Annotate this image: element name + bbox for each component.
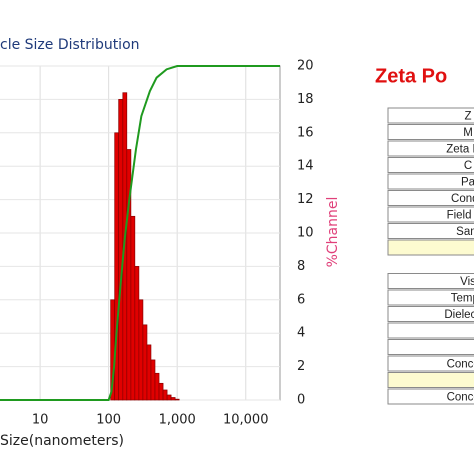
table-row [387,140,474,157]
bar [146,344,152,401]
table-row [387,107,474,124]
y2-tick-label: 6 [297,292,305,307]
table-row [387,206,474,223]
cumulative-line [0,65,280,401]
table-row [387,239,474,256]
y2-tick-label: 10 [297,226,314,241]
x-tick-label: 10 [32,413,49,428]
table-row [387,339,474,355]
bar [142,324,148,401]
table-row [387,355,474,372]
table-cell: Condu [451,193,474,205]
y2-tick-label: 16 [297,125,314,140]
bar [118,99,124,401]
table-cell: Z [464,111,471,123]
x-tick-label: 1,000 [159,413,196,428]
table-row [387,372,474,388]
x-tick-label: 100 [96,413,121,428]
bar [150,359,156,401]
y2-tick-label: 20 [297,59,314,74]
y2-tick-label: 4 [297,326,305,341]
bar [158,382,164,401]
x-axis-label: Size(nanometers) [0,433,124,449]
bar [138,299,144,401]
x-tick-label: 10,000 [223,413,269,428]
table-row [387,157,474,173]
table-cell: Sam [456,226,474,238]
table-cell: Dielectric [444,309,474,321]
bar [130,215,136,401]
table-row [387,322,474,339]
chart-title: cle Size Distribution [0,37,140,53]
table-cell: Field Str [447,210,474,222]
table-row [387,223,474,239]
plot: 10 100 1,000 10,000 0 2 4 6 8 10 12 14 16 18 20 [0,59,314,428]
table-cell: Pa [461,177,474,189]
bar [174,398,180,401]
table-cell: Vis [460,276,474,288]
y2-tick-label: 2 [297,359,305,374]
y2-axis-label: %Channel [325,197,341,268]
table-row [387,124,474,140]
table: ZM Zeta Pot C Pa Condu Field Str Sam Vis Tempe Di… [387,107,474,405]
table-row [387,306,474,322]
table-row [387,289,474,306]
table-row [387,173,474,190]
table-row [387,388,474,405]
y2-tick-label: 14 [297,159,314,174]
bar [162,389,168,401]
table-cell: Concent [447,392,474,404]
bar [154,372,160,401]
table-cell: Zeta Pot [446,144,474,156]
table-cell: Concent [447,359,474,371]
table-cell: M [463,127,473,139]
table-row [387,190,474,206]
table-cell: Tempe [451,293,474,305]
bar [134,266,140,401]
bar [166,394,172,401]
table-title: Zeta Po [375,65,447,87]
y2-tick-label: 12 [297,192,314,207]
y2-tick-label: 18 [297,92,314,107]
table-cell: C [464,160,472,172]
table-row [387,273,474,289]
y2-tick-label: 8 [297,259,305,274]
y2-tick-label: 0 [297,393,305,408]
bar [170,397,176,401]
